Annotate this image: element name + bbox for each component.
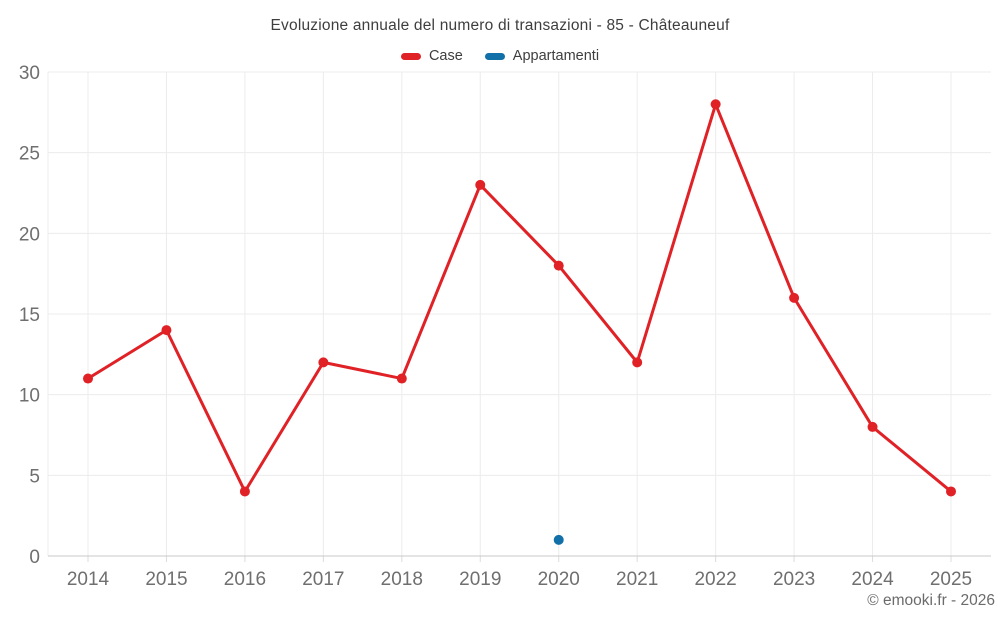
- case-point[interactable]: [789, 292, 800, 303]
- x-tick-label: 2022: [694, 569, 736, 590]
- case-point[interactable]: [318, 357, 329, 368]
- case-point[interactable]: [867, 421, 878, 432]
- appartamenti-point[interactable]: [553, 534, 564, 545]
- case-legend-swatch-icon: [400, 52, 421, 60]
- case-point[interactable]: [475, 179, 486, 190]
- case-point[interactable]: [161, 325, 172, 336]
- legend-item-case[interactable]: Case: [400, 48, 463, 64]
- case-point[interactable]: [946, 486, 956, 497]
- x-tick-label: 2021: [616, 569, 658, 590]
- copyright: © emooki.fr - 2026: [867, 592, 995, 609]
- case-line: [86, 102, 953, 493]
- x-tick-label: 2023: [773, 569, 815, 590]
- x-tick-label: 2019: [459, 569, 501, 590]
- y-tick-label: 10: [19, 386, 40, 407]
- case-point[interactable]: [239, 486, 250, 497]
- x-tick-label: 2014: [67, 569, 110, 590]
- legend-label-case: Case: [428, 48, 463, 64]
- y-tick-label: 20: [19, 224, 40, 245]
- legend-label-appartamenti: Appartamenti: [512, 48, 600, 64]
- y-tick-label: 5: [29, 466, 40, 487]
- appartamenti-legend-swatch-icon: [484, 52, 505, 60]
- legend: Case Appartamenti: [0, 46, 1000, 66]
- y-tick-label: 0: [29, 547, 40, 568]
- y-tick-label: 25: [19, 144, 40, 165]
- case-point[interactable]: [632, 357, 643, 368]
- case-point[interactable]: [553, 260, 564, 271]
- x-tick-label: 2018: [381, 569, 423, 590]
- x-tick-label: 2024: [851, 569, 894, 590]
- case-point[interactable]: [83, 373, 93, 384]
- y-tick-label: 15: [19, 305, 40, 326]
- x-tick-label: 2017: [302, 569, 344, 590]
- x-tick-label: 2020: [538, 569, 580, 590]
- case-point[interactable]: [710, 99, 721, 110]
- legend-item-appartamenti[interactable]: Appartamenti: [484, 48, 600, 64]
- x-tick-label: 2025: [930, 569, 972, 590]
- x-tick-label: 2016: [224, 569, 266, 590]
- case-point[interactable]: [396, 373, 407, 384]
- chart-title: Evoluzione annuale del numero di transaz…: [270, 17, 730, 34]
- x-tick-label: 2015: [145, 569, 187, 590]
- y-tick-label: 30: [19, 63, 40, 84]
